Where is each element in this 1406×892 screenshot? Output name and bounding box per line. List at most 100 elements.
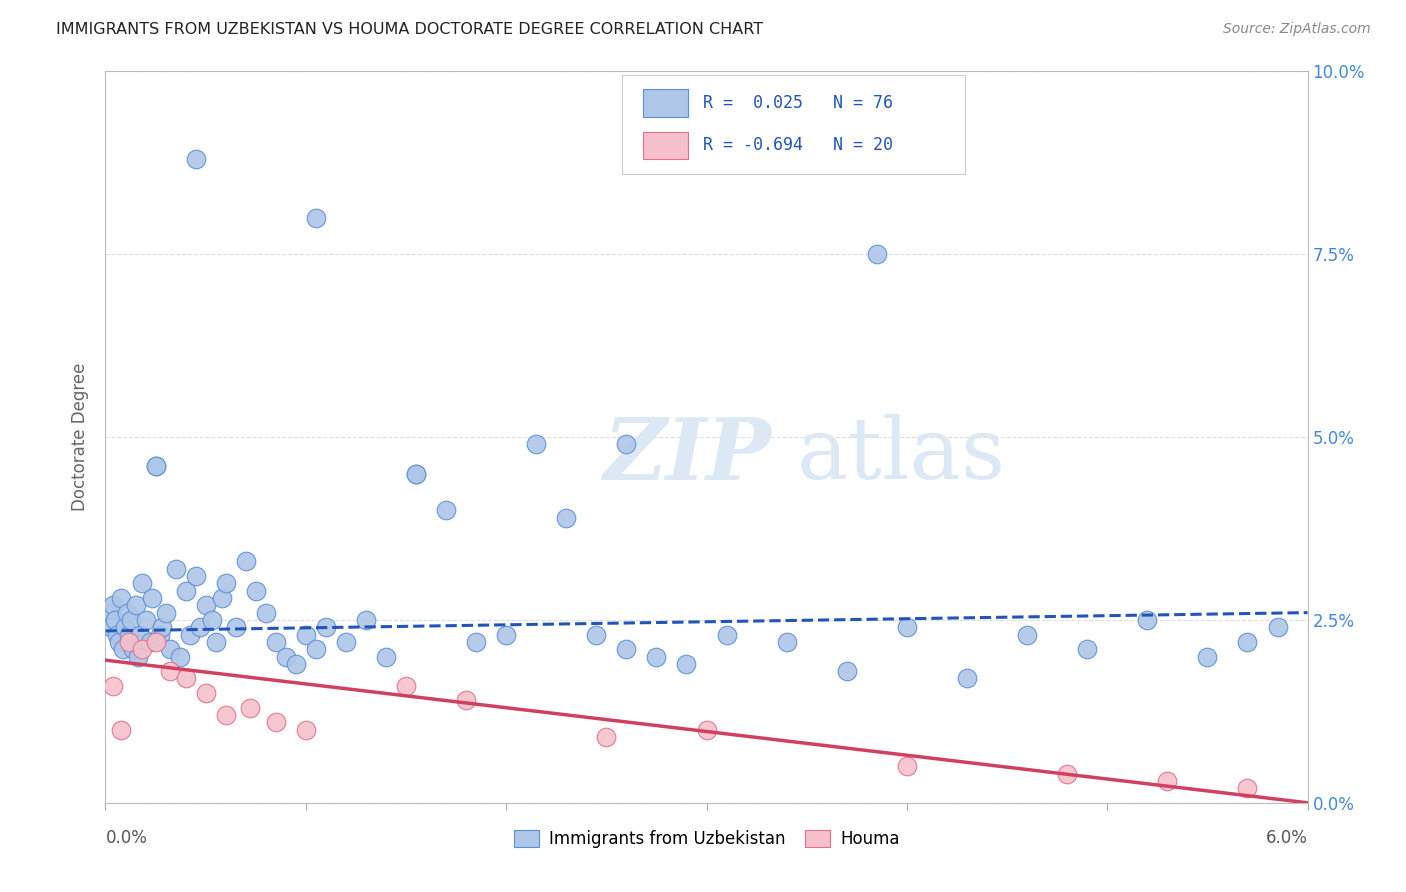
Point xyxy=(127,649,149,664)
Point xyxy=(274,649,297,664)
Point xyxy=(174,583,197,598)
Point xyxy=(155,606,177,620)
Point xyxy=(100,620,122,634)
Point xyxy=(956,672,979,686)
Point xyxy=(585,627,607,641)
Point xyxy=(614,642,637,657)
Point xyxy=(645,649,668,664)
Point xyxy=(121,613,143,627)
Point xyxy=(211,591,233,605)
Point xyxy=(184,569,207,583)
Point xyxy=(335,635,357,649)
Point xyxy=(114,620,136,634)
Text: atlas: atlas xyxy=(797,414,1005,497)
Point xyxy=(124,599,146,613)
Text: 0.0%: 0.0% xyxy=(105,829,148,847)
Point xyxy=(1236,781,1258,796)
Point xyxy=(98,606,121,620)
Point xyxy=(117,606,139,620)
Point xyxy=(1056,766,1078,780)
Point xyxy=(103,679,125,693)
Point xyxy=(128,627,150,641)
Point xyxy=(110,591,132,605)
Point xyxy=(188,620,211,634)
Point xyxy=(354,613,377,627)
Text: IMMIGRANTS FROM UZBEKISTAN VS HOUMA DOCTORATE DEGREE CORRELATION CHART: IMMIGRANTS FROM UZBEKISTAN VS HOUMA DOCT… xyxy=(56,22,763,37)
Point xyxy=(104,613,127,627)
Point xyxy=(305,642,328,657)
Point xyxy=(555,510,578,524)
Point xyxy=(264,635,287,649)
Point xyxy=(454,693,477,707)
Point xyxy=(159,642,181,657)
Point xyxy=(150,620,173,634)
Point xyxy=(214,576,236,591)
Point xyxy=(1267,620,1289,634)
Point xyxy=(145,459,167,474)
Point xyxy=(675,657,697,671)
Point xyxy=(141,591,163,605)
Point xyxy=(179,627,201,641)
Point xyxy=(614,437,637,451)
Point xyxy=(305,211,328,225)
Point xyxy=(495,627,517,641)
Point xyxy=(264,715,287,730)
Point xyxy=(595,730,617,744)
Point xyxy=(169,649,191,664)
Point xyxy=(159,664,181,678)
Point xyxy=(194,599,217,613)
Point xyxy=(103,599,125,613)
Point xyxy=(315,620,337,634)
Point xyxy=(294,627,316,641)
Point xyxy=(395,679,418,693)
Point xyxy=(716,627,738,641)
FancyBboxPatch shape xyxy=(643,89,689,117)
Point xyxy=(896,759,918,773)
Point xyxy=(145,459,167,474)
Y-axis label: Doctorate Degree: Doctorate Degree xyxy=(72,363,90,511)
Point xyxy=(1197,649,1219,664)
Point xyxy=(110,723,132,737)
Point xyxy=(112,642,135,657)
Point xyxy=(1076,642,1098,657)
Point xyxy=(145,635,167,649)
Point xyxy=(245,583,267,598)
Point xyxy=(108,635,131,649)
Point xyxy=(135,613,157,627)
Point xyxy=(524,437,547,451)
Point xyxy=(896,620,918,634)
Point xyxy=(201,613,224,627)
Point xyxy=(695,723,717,737)
Point xyxy=(225,620,247,634)
Point xyxy=(148,627,170,641)
Point xyxy=(118,627,141,641)
FancyBboxPatch shape xyxy=(623,75,965,174)
Point xyxy=(465,635,488,649)
Point xyxy=(174,672,197,686)
Text: R = -0.694   N = 20: R = -0.694 N = 20 xyxy=(703,136,893,154)
Point xyxy=(214,708,236,723)
Text: R =  0.025   N = 76: R = 0.025 N = 76 xyxy=(703,95,893,112)
Point xyxy=(107,627,129,641)
Point xyxy=(131,576,153,591)
Point xyxy=(405,467,427,481)
Point xyxy=(1015,627,1038,641)
Point xyxy=(165,562,187,576)
Point xyxy=(776,635,799,649)
Text: ZIP: ZIP xyxy=(605,414,772,497)
Point xyxy=(235,554,257,568)
Point xyxy=(194,686,217,700)
Point xyxy=(118,635,141,649)
Text: 6.0%: 6.0% xyxy=(1265,829,1308,847)
Legend: Immigrants from Uzbekistan, Houma: Immigrants from Uzbekistan, Houma xyxy=(506,823,907,855)
Point xyxy=(131,642,153,657)
Point xyxy=(1136,613,1159,627)
Point xyxy=(294,723,316,737)
Point xyxy=(1156,773,1178,788)
Point xyxy=(239,700,262,714)
Point xyxy=(866,247,889,261)
FancyBboxPatch shape xyxy=(643,131,689,160)
Point xyxy=(1236,635,1258,649)
Point xyxy=(835,664,858,678)
Point xyxy=(122,642,145,657)
